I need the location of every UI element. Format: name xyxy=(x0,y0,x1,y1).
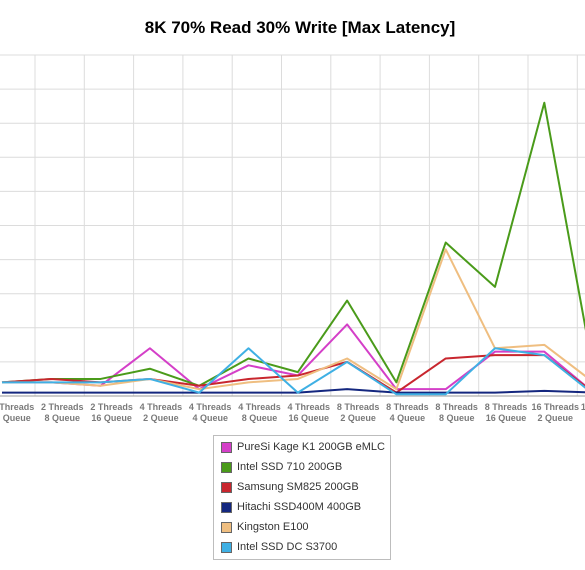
legend-swatch xyxy=(221,542,232,553)
x-tick-label: 2 Queue xyxy=(538,413,574,423)
x-tick-label: 4 Threads xyxy=(288,402,331,412)
x-tick-label: 4 Threads xyxy=(189,402,232,412)
x-tick-label: 2 Threads xyxy=(90,402,133,412)
legend-swatch xyxy=(221,522,232,533)
series-lines xyxy=(1,101,585,396)
legend-item[interactable]: PureSi Kage K1 200GB eMLC xyxy=(214,438,390,458)
x-tick-label: 8 Threads xyxy=(337,402,380,412)
legend-item[interactable]: Kingston E100 xyxy=(214,518,390,538)
legend-label: Hitachi SSD400M 400GB xyxy=(237,501,362,513)
x-tick-label: 16 Queue xyxy=(91,413,132,423)
x-tick-label: 8 Threads xyxy=(435,402,478,412)
x-tick-label: 2 Queue xyxy=(340,413,376,423)
legend-label: Intel SSD 710 200GB xyxy=(237,461,343,473)
x-tick-label: 2 Queue xyxy=(143,413,179,423)
x-tick-label: 8 Threads xyxy=(386,402,429,412)
x-tick-label: 4 Queue xyxy=(390,413,426,423)
x-tick-label: 4 Threads xyxy=(238,402,281,412)
legend-swatch xyxy=(221,502,232,513)
x-tick-label: 8 Queue xyxy=(242,413,278,423)
x-tick-label: 1 Threads xyxy=(0,402,34,412)
x-tick-label: 1 Queue xyxy=(0,413,31,423)
x-tick-label: 8 Queue xyxy=(439,413,475,423)
legend-item[interactable]: Hitachi SSD400M 400GB xyxy=(214,498,390,518)
series-line-3 xyxy=(2,388,585,394)
legend-label: PureSi Kage K1 200GB eMLC xyxy=(237,441,385,453)
x-tick-label: 16 Queue xyxy=(289,413,330,423)
x-tick-label: 8 Queue xyxy=(45,413,81,423)
legend-swatch xyxy=(221,442,232,453)
legend-swatch xyxy=(221,462,232,473)
x-tick-label: 8 Threads xyxy=(485,402,528,412)
series-line-5 xyxy=(2,347,585,396)
x-tick-label: 16 Queue xyxy=(486,413,527,423)
series-line-4 xyxy=(2,248,585,391)
x-tick-label: 2 Threads xyxy=(41,402,84,412)
legend-item[interactable]: Intel SSD DC S3700 xyxy=(214,538,390,558)
legend-item[interactable]: Intel SSD 710 200GB xyxy=(214,458,390,478)
legend: PureSi Kage K1 200GB eMLC Intel SSD 710 2… xyxy=(213,435,391,560)
legend-item[interactable]: Samsung SM825 200GB xyxy=(214,478,390,498)
series-line-0 xyxy=(2,323,585,391)
x-tick-label: 4 Queue xyxy=(192,413,228,423)
x-tick-label: 16 Threads xyxy=(581,402,585,412)
legend-swatch xyxy=(221,482,232,493)
chart-title: 8K 70% Read 30% Write [Max Latency] xyxy=(144,18,456,37)
legend-label: Kingston E100 xyxy=(237,521,309,533)
legend-label: Intel SSD DC S3700 xyxy=(237,541,338,553)
chart-grid xyxy=(0,54,585,396)
x-tick-label: 16 Threads xyxy=(532,402,580,412)
legend-label: Samsung SM825 200GB xyxy=(237,481,359,493)
x-tick-label: 4 Threads xyxy=(140,402,183,412)
series-line-1 xyxy=(1,101,585,387)
